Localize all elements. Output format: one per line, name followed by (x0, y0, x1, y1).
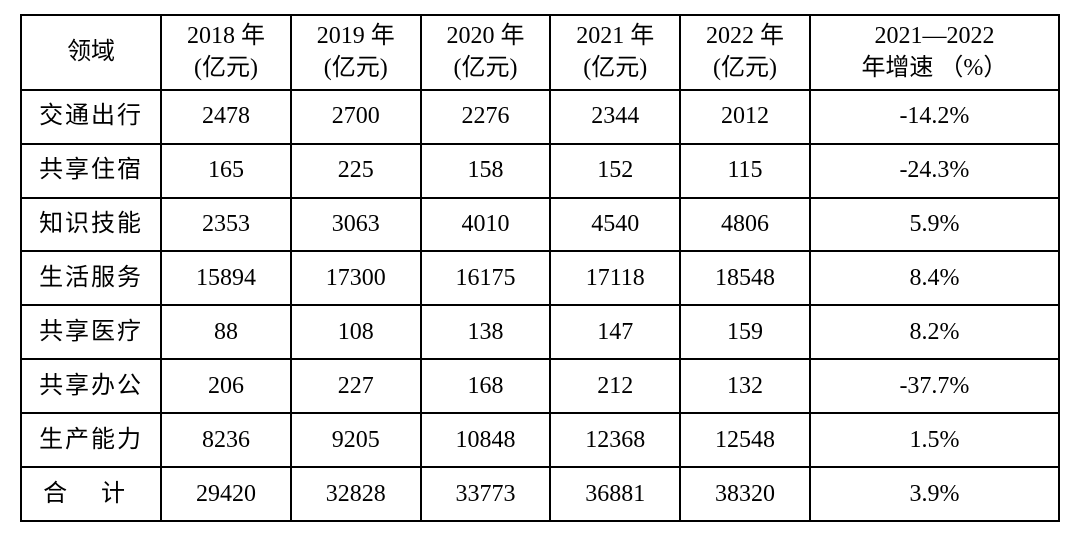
header-sublabel: (亿元) (583, 55, 647, 81)
cell: 132 (680, 359, 810, 413)
header-sublabel: (亿元) (324, 55, 388, 81)
header-2020: 2020 年 (亿元) (421, 15, 551, 90)
header-sublabel: (亿元) (454, 55, 518, 81)
cell: 147 (550, 305, 680, 359)
cell: 3.9% (810, 467, 1059, 521)
cell: 32828 (291, 467, 421, 521)
cell: 12368 (550, 413, 680, 467)
row-label: 共享医疗 (21, 305, 161, 359)
cell: 18548 (680, 251, 810, 305)
cell: 159 (680, 305, 810, 359)
header-label: 2018 年 (187, 23, 265, 49)
cell: 15894 (161, 251, 291, 305)
table-row: 共享医疗 88 108 138 147 159 8.2% (21, 305, 1059, 359)
header-label: 2022 年 (706, 23, 784, 49)
cell: 3063 (291, 198, 421, 252)
cell: 225 (291, 144, 421, 198)
header-label: 2021—2022 (874, 23, 994, 49)
row-label: 共享住宿 (21, 144, 161, 198)
header-growth: 2021—2022 年增速 （%） (810, 15, 1059, 90)
cell: 2344 (550, 90, 680, 144)
cell: 36881 (550, 467, 680, 521)
cell: 108 (291, 305, 421, 359)
header-label: 领域 (67, 39, 115, 65)
total-row: 合 计 29420 32828 33773 36881 38320 3.9% (21, 467, 1059, 521)
cell: 88 (161, 305, 291, 359)
table-row: 共享办公 206 227 168 212 132 -37.7% (21, 359, 1059, 413)
cell: 12548 (680, 413, 810, 467)
row-label: 生产能力 (21, 413, 161, 467)
cell: 227 (291, 359, 421, 413)
table-row: 交通出行 2478 2700 2276 2344 2012 -14.2% (21, 90, 1059, 144)
cell: 10848 (421, 413, 551, 467)
cell: 2276 (421, 90, 551, 144)
header-sublabel: (亿元) (194, 55, 258, 81)
cell: 16175 (421, 251, 551, 305)
cell: 2353 (161, 198, 291, 252)
cell: 168 (421, 359, 551, 413)
table-row: 知识技能 2353 3063 4010 4540 4806 5.9% (21, 198, 1059, 252)
header-2019: 2019 年 (亿元) (291, 15, 421, 90)
table-row: 共享住宿 165 225 158 152 115 -24.3% (21, 144, 1059, 198)
cell: -24.3% (810, 144, 1059, 198)
cell: 4806 (680, 198, 810, 252)
header-2022: 2022 年 (亿元) (680, 15, 810, 90)
cell: 8.4% (810, 251, 1059, 305)
cell: 8.2% (810, 305, 1059, 359)
header-row: 领域 2018 年 (亿元) 2019 年 (亿元) 2020 年 (亿元) 2021… (21, 15, 1059, 90)
cell: 8236 (161, 413, 291, 467)
row-label: 交通出行 (21, 90, 161, 144)
data-table: 领域 2018 年 (亿元) 2019 年 (亿元) 2020 年 (亿元) 2021… (20, 14, 1060, 522)
cell: 38320 (680, 467, 810, 521)
row-label: 共享办公 (21, 359, 161, 413)
cell: 2700 (291, 90, 421, 144)
cell: 115 (680, 144, 810, 198)
total-label: 合 计 (21, 467, 161, 521)
row-label: 知识技能 (21, 198, 161, 252)
cell: -14.2% (810, 90, 1059, 144)
cell: -37.7% (810, 359, 1059, 413)
cell: 5.9% (810, 198, 1059, 252)
cell: 17300 (291, 251, 421, 305)
cell: 1.5% (810, 413, 1059, 467)
table-row: 生产能力 8236 9205 10848 12368 12548 1.5% (21, 413, 1059, 467)
cell: 33773 (421, 467, 551, 521)
header-2021: 2021 年 (亿元) (550, 15, 680, 90)
cell: 165 (161, 144, 291, 198)
cell: 206 (161, 359, 291, 413)
cell: 4540 (550, 198, 680, 252)
header-sublabel: 年增速 （%） (861, 55, 1007, 81)
header-domain: 领域 (21, 15, 161, 90)
table-row: 生活服务 15894 17300 16175 17118 18548 8.4% (21, 251, 1059, 305)
cell: 152 (550, 144, 680, 198)
cell: 212 (550, 359, 680, 413)
header-label: 2021 年 (576, 23, 654, 49)
cell: 9205 (291, 413, 421, 467)
header-label: 2020 年 (447, 23, 525, 49)
cell: 2012 (680, 90, 810, 144)
cell: 158 (421, 144, 551, 198)
cell: 138 (421, 305, 551, 359)
header-label: 2019 年 (317, 23, 395, 49)
header-2018: 2018 年 (亿元) (161, 15, 291, 90)
cell: 4010 (421, 198, 551, 252)
cell: 29420 (161, 467, 291, 521)
cell: 17118 (550, 251, 680, 305)
header-sublabel: (亿元) (713, 55, 777, 81)
cell: 2478 (161, 90, 291, 144)
row-label: 生活服务 (21, 251, 161, 305)
